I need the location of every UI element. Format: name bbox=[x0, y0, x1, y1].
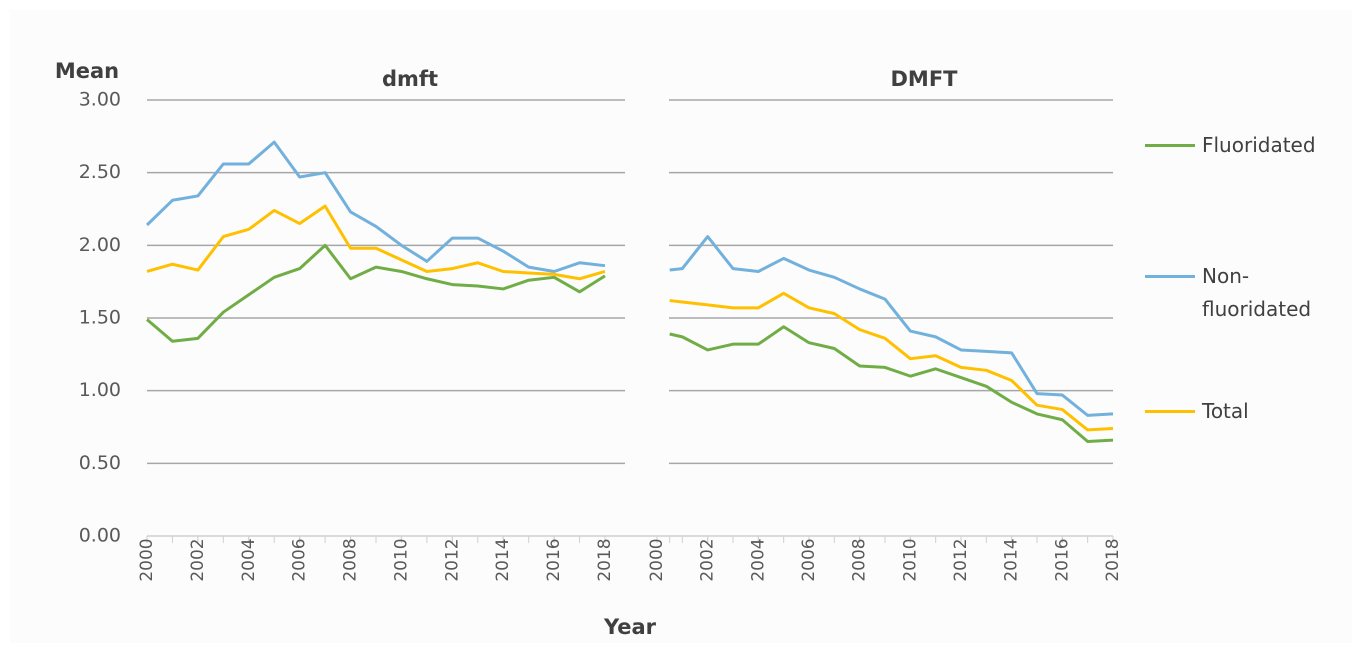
y-tick-label: 3.00 bbox=[79, 89, 121, 111]
x-tick-label: 2016 bbox=[1052, 538, 1072, 581]
series-line bbox=[145, 140, 606, 273]
legend-swatch bbox=[1145, 410, 1195, 413]
legend-item: Total bbox=[1145, 399, 1342, 428]
x-tick-label: 2000 bbox=[137, 538, 157, 581]
y-tick-label: 1.00 bbox=[79, 379, 121, 401]
y-tick-label: 1.50 bbox=[79, 307, 121, 329]
x-tick-label: 2004 bbox=[748, 538, 768, 581]
y-tick-label: 0.50 bbox=[79, 452, 121, 474]
x-tick-label: 2010 bbox=[900, 538, 920, 581]
x-tick-label: 2010 bbox=[391, 538, 411, 581]
x-tick-label: 2018 bbox=[595, 538, 615, 581]
x-tick-label: 2008 bbox=[850, 538, 870, 581]
panel-title: dmft bbox=[382, 67, 438, 91]
x-tick-label: 2018 bbox=[1103, 538, 1123, 581]
legend-swatch bbox=[1145, 144, 1195, 147]
y-tick-label: 2.50 bbox=[79, 161, 121, 183]
x-tick-label: 2006 bbox=[290, 538, 310, 581]
legend-swatch bbox=[1145, 275, 1195, 278]
y-tick-label: 0.00 bbox=[79, 525, 121, 547]
series-line bbox=[669, 235, 1114, 417]
legend-label: Total bbox=[1202, 399, 1249, 423]
series-line bbox=[146, 204, 606, 281]
series-line bbox=[146, 243, 606, 343]
panel-title: DMFT bbox=[891, 67, 959, 91]
x-tick-label: 2012 bbox=[442, 538, 462, 581]
x-tick-label: 2002 bbox=[188, 538, 208, 581]
x-tick-label: 2006 bbox=[799, 538, 819, 581]
x-tick-label: 2008 bbox=[341, 538, 361, 581]
series-line bbox=[669, 291, 1114, 432]
chart-background bbox=[10, 10, 1352, 643]
x-tick-label: 2004 bbox=[239, 538, 259, 581]
legend-label: Non-fluoridated bbox=[1202, 264, 1312, 321]
legend-item: Non-fluoridated bbox=[1145, 264, 1342, 326]
legend-label: Fluoridated bbox=[1202, 133, 1316, 157]
x-tick-label: 2014 bbox=[493, 538, 513, 581]
x-tick-label: 2000 bbox=[647, 538, 667, 581]
x-tick-label: 2016 bbox=[544, 538, 564, 581]
x-tick-label: 2014 bbox=[1002, 538, 1022, 581]
series-line bbox=[669, 325, 1114, 444]
y-tick-label: 2.00 bbox=[79, 234, 121, 256]
legend-item: Fluoridated bbox=[1145, 133, 1342, 162]
x-tick-label: 2012 bbox=[951, 538, 971, 581]
x-tick-label: 2002 bbox=[698, 538, 718, 581]
y-axis-label: Mean bbox=[55, 59, 119, 83]
x-axis-label: Year bbox=[603, 615, 657, 639]
